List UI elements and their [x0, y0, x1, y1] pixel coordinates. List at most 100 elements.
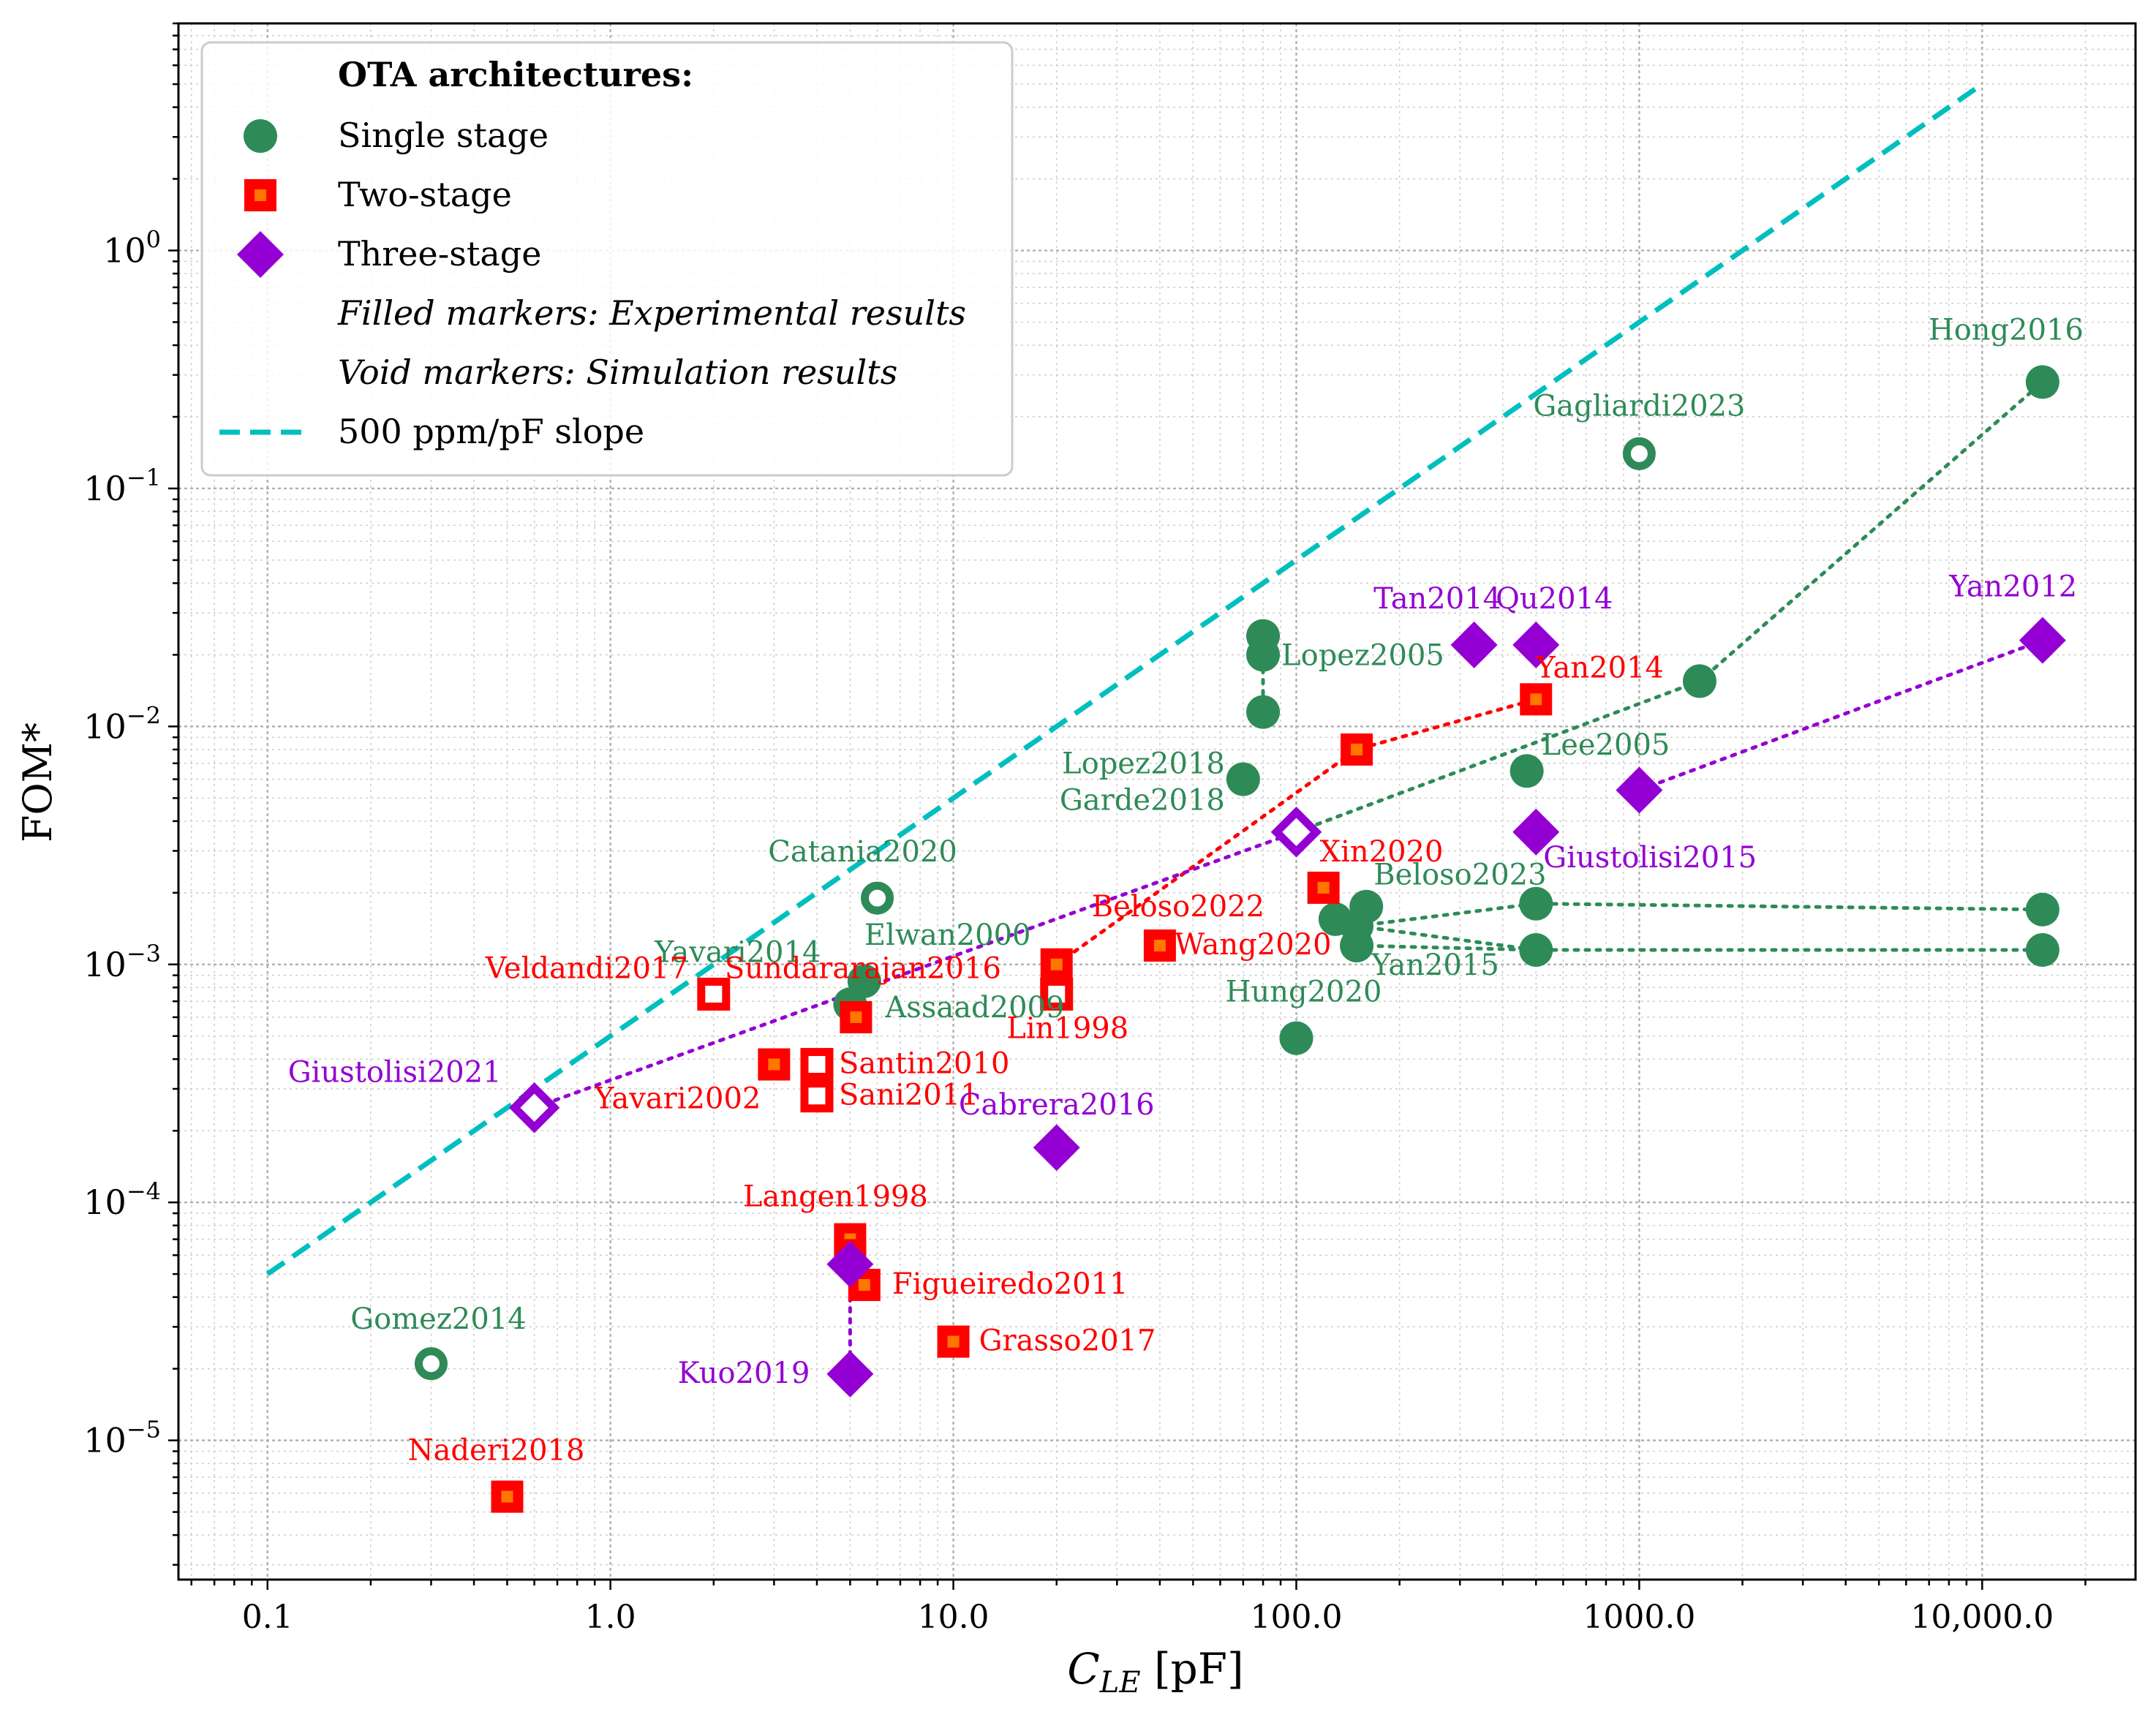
point-single500b: [1519, 933, 1553, 968]
annotation-label: Kuo2019: [678, 1357, 810, 1390]
y-tick-label: 10−3: [83, 940, 161, 984]
point-sani2011: [800, 1079, 834, 1113]
point-kuo2019b: [826, 1350, 874, 1398]
point-veldandi2017: [697, 977, 731, 1011]
point-grasso2017-core: [947, 1335, 960, 1348]
point-lopez2005c: [1246, 695, 1281, 729]
point-lopez2005b: [1246, 638, 1281, 672]
legend-entry-label: Two-stage: [338, 175, 512, 214]
point-lin1998a-core: [1050, 958, 1063, 970]
annotation-label: Assaad2009: [884, 991, 1064, 1025]
annotation-label: Elwan2000: [864, 919, 1031, 952]
annotation-label: Beloso2022: [1092, 890, 1264, 924]
annotation-label: Wang2020: [1175, 928, 1332, 962]
y-tick-label: 100: [103, 226, 161, 271]
legend-title: OTA architectures:: [338, 55, 693, 94]
annotation-label: Gomez2014: [350, 1302, 527, 1336]
annotation-label: Grasso2017: [979, 1324, 1156, 1358]
point-three100: [1270, 806, 1322, 858]
annotation-label: Lopez2018: [1062, 747, 1225, 781]
annotation-label: Yan2012: [1949, 570, 2078, 604]
y-axis-label: FOM*: [15, 723, 61, 842]
annotation-label: Tan2014: [1373, 582, 1501, 616]
point-single15kb: [2025, 933, 2059, 968]
legend: OTA architectures: Single stage Two-stage T…: [200, 41, 1014, 477]
point-yavari2002-core: [768, 1058, 780, 1071]
point-naderi2018-core: [501, 1490, 513, 1503]
annotation-label: Yan2015: [1371, 948, 1499, 982]
point-yan2015b: [1340, 929, 1374, 963]
annotation-label: Hung2020: [1226, 976, 1382, 1009]
point-yan2014b-core: [1530, 693, 1542, 706]
point-catania2020: [861, 881, 894, 915]
annotation-label: Giustolisi2015: [1543, 841, 1757, 875]
point-annotations: Gomez2014 Catania2020 Gagliardi2023 Hong201…: [288, 313, 2084, 1467]
annotation-label: Lopez2005: [1281, 638, 1444, 672]
annotation-label: Yan2014: [1535, 651, 1664, 684]
point-single15ka: [2025, 892, 2059, 927]
point-xin2020-core: [1317, 881, 1330, 894]
point-hong2016b: [1682, 664, 1716, 698]
annotation-label: Langen1998: [743, 1180, 928, 1214]
annotation-label: Hong2016: [1929, 313, 2084, 347]
x-tick-label: 1.0: [585, 1599, 636, 1636]
two-connector-line: [1055, 697, 1538, 967]
point-beloso2022-core: [1153, 940, 1166, 952]
plot-frame: [177, 22, 2137, 1581]
annotation-label: Catania2020: [768, 835, 957, 869]
annotation-label: Sundararajan2016: [725, 951, 1001, 985]
point-cabrera2016: [1033, 1124, 1080, 1172]
point-santin2010: [800, 1048, 834, 1082]
point-yan2014a-core: [1351, 743, 1363, 755]
point-sundararajan2016-core: [850, 1011, 862, 1023]
annotation-label: Santin2010: [839, 1047, 1009, 1081]
point-lin1998b: [1040, 977, 1074, 1011]
annotation-label: Qu2014: [1496, 582, 1613, 616]
x-tick-label: 1000.0: [1583, 1599, 1695, 1636]
annotation-label: Sani2011: [839, 1079, 979, 1112]
data-points: [414, 365, 2066, 1513]
legend-entry-label: Three-stage: [338, 234, 541, 274]
point-tan2014: [1450, 621, 1498, 668]
slope-line-layer: [265, 82, 1984, 1277]
annotation-label: Figueiredo2011: [892, 1267, 1128, 1301]
annotation-label: Veldandi2017: [485, 951, 688, 985]
point-giustolisi2015: [1512, 808, 1560, 856]
legend-marker-three: [237, 231, 284, 278]
annotation-label: Lee2005: [1542, 728, 1670, 762]
annotation-label: Naderi2018: [408, 1434, 585, 1468]
legend-marker-single: [244, 119, 277, 153]
legend-entry-label: Void markers: Simulation results: [338, 352, 897, 392]
tick-labels: 0.1 1.0 10.0 100.0 1000.0 10,000.0 10−5 10−4 10−…: [83, 226, 2054, 1636]
point-yan2012: [2019, 616, 2066, 664]
annotation-label: Cabrera2016: [959, 1088, 1155, 1122]
three-connector-line: [532, 830, 1298, 1110]
annotation-label: Gagliardi2023: [1533, 389, 1745, 423]
x-tick-label: 100.0: [1251, 1599, 1343, 1636]
x-tick-label: 0.1: [242, 1599, 293, 1636]
legend-box: [200, 41, 1014, 477]
y-tick-label: 10−1: [83, 464, 161, 508]
point-gomez2014: [414, 1347, 448, 1381]
point-three1000: [1616, 766, 1663, 814]
y-tick-label: 10−2: [83, 701, 161, 746]
annotation-label: Lin1998: [1006, 1011, 1128, 1045]
point-single500a: [1519, 886, 1553, 921]
legend-marker-two-core: [255, 189, 266, 201]
point-lopez2018: [1226, 762, 1260, 796]
point-lee2005: [1509, 754, 1544, 788]
point-kuo2019a: [826, 1240, 874, 1288]
point-figueiredo2011-core: [858, 1279, 870, 1291]
y-tick-label: 10−5: [83, 1416, 161, 1460]
annotation-label: Yavari2014: [654, 935, 821, 969]
annotation-label: Garde2018: [1060, 784, 1225, 818]
y-tick-label: 10−4: [83, 1177, 161, 1222]
annotation-label: Yavari2002: [594, 1082, 761, 1116]
legend-entry-label: Single stage: [338, 116, 549, 155]
point-hong2016: [2025, 365, 2059, 399]
legend-entry-label: 500 ppm/pF slope: [338, 412, 644, 451]
x-tick-label: 10,000.0: [1910, 1599, 2054, 1636]
x-axis-label: CLE [pF]: [1067, 1644, 1243, 1700]
point-hung2020: [1279, 1021, 1313, 1055]
